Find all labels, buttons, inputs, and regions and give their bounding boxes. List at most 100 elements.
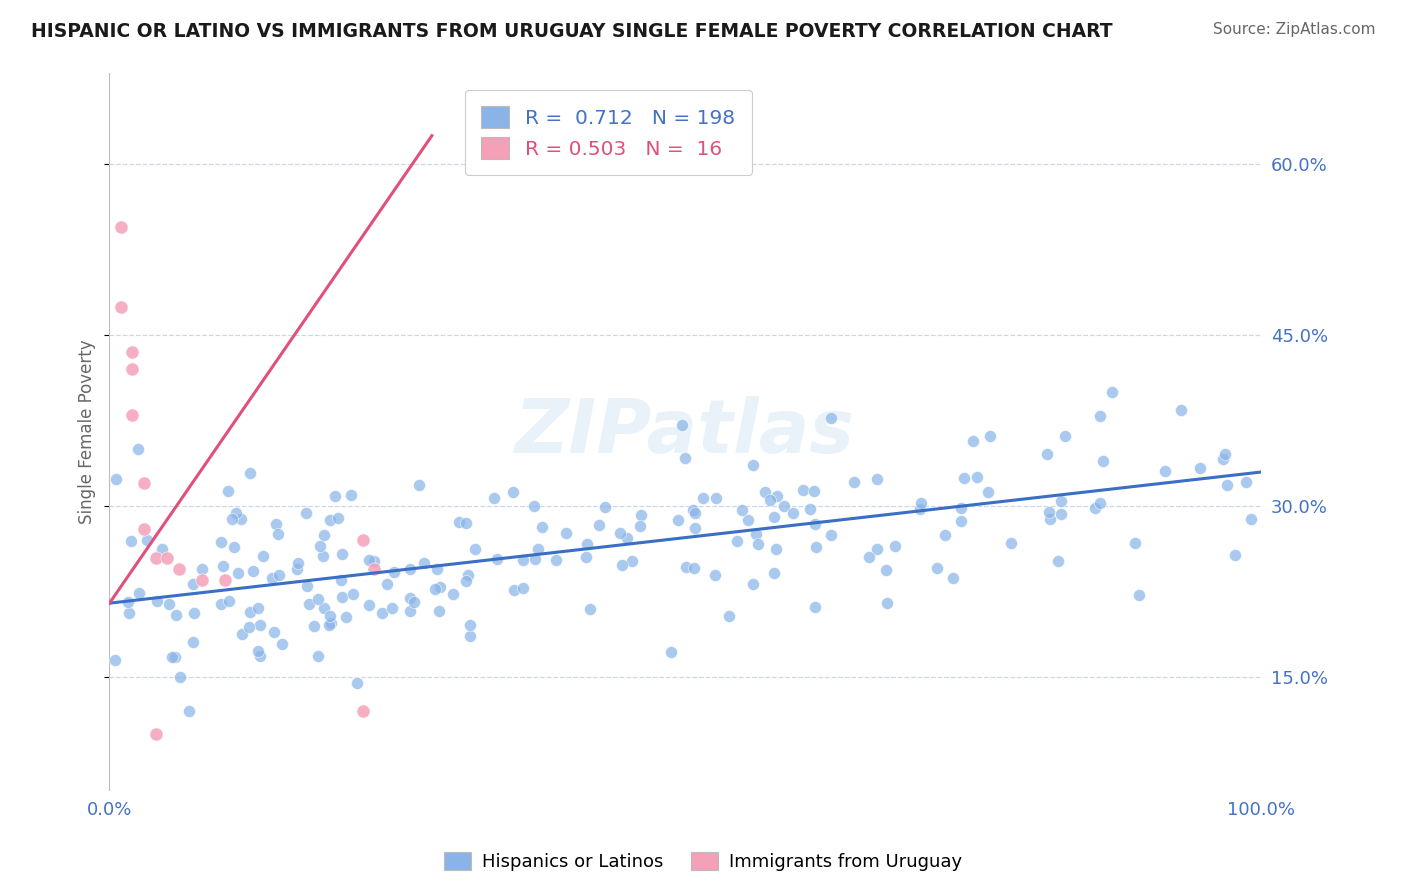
- Point: [762, 510, 785, 524]
- Point: [222, 540, 245, 554]
- Point: [745, 526, 768, 541]
- Point: [398, 562, 420, 576]
- Point: [335, 610, 357, 624]
- Point: [408, 478, 430, 492]
- Point: [228, 566, 250, 581]
- Point: [523, 500, 546, 514]
- Point: [342, 587, 364, 601]
- Point: [456, 516, 478, 530]
- Point: [231, 627, 253, 641]
- Point: [190, 574, 212, 588]
- Point: [842, 475, 865, 490]
- Point: [319, 513, 342, 527]
- Point: [820, 410, 842, 425]
- Point: [527, 541, 550, 556]
- Point: [950, 500, 973, 515]
- Point: [1084, 501, 1107, 516]
- Point: [512, 552, 534, 566]
- Point: [104, 653, 127, 667]
- Point: [167, 562, 190, 576]
- Point: [298, 597, 321, 611]
- Point: [429, 580, 451, 594]
- Point: [1101, 385, 1123, 400]
- Point: [295, 506, 318, 520]
- Point: [319, 615, 342, 630]
- Point: [157, 597, 180, 611]
- Point: [287, 556, 309, 570]
- Point: [820, 528, 842, 542]
- Point: [136, 533, 159, 547]
- Point: [120, 533, 142, 548]
- Point: [979, 429, 1001, 443]
- Point: [934, 528, 956, 542]
- Point: [1039, 511, 1062, 525]
- Point: [214, 574, 236, 588]
- Point: [221, 512, 243, 526]
- Point: [966, 470, 988, 484]
- Point: [326, 511, 349, 525]
- Point: [179, 705, 201, 719]
- Point: [190, 562, 212, 576]
- Point: [766, 489, 789, 503]
- Point: [876, 596, 898, 610]
- Point: [307, 648, 329, 663]
- Point: [578, 602, 600, 616]
- Point: [427, 604, 450, 618]
- Point: [546, 553, 568, 567]
- Point: [671, 417, 693, 432]
- Point: [620, 554, 643, 568]
- Point: [1170, 403, 1192, 417]
- Point: [330, 573, 353, 587]
- Point: [609, 525, 631, 540]
- Point: [858, 549, 880, 564]
- Point: [799, 502, 821, 516]
- Point: [742, 576, 765, 591]
- Point: [512, 581, 534, 595]
- Point: [942, 571, 965, 585]
- Point: [704, 491, 727, 505]
- Point: [456, 574, 478, 588]
- Point: [169, 670, 191, 684]
- Point: [804, 517, 827, 532]
- Point: [628, 519, 651, 533]
- Point: [742, 458, 765, 472]
- Point: [413, 556, 436, 570]
- Point: [218, 594, 240, 608]
- Point: [404, 595, 426, 609]
- Point: [297, 579, 319, 593]
- Point: [242, 564, 264, 578]
- Point: [588, 518, 610, 533]
- Point: [121, 408, 143, 422]
- Point: [630, 508, 652, 522]
- Point: [925, 561, 948, 575]
- Point: [1188, 461, 1211, 475]
- Text: Source: ZipAtlas.com: Source: ZipAtlas.com: [1212, 22, 1375, 37]
- Point: [441, 586, 464, 600]
- Point: [949, 514, 972, 528]
- Point: [285, 562, 308, 576]
- Point: [612, 558, 634, 572]
- Point: [156, 550, 179, 565]
- Point: [731, 503, 754, 517]
- Point: [312, 528, 335, 542]
- Point: [574, 549, 596, 564]
- Point: [503, 583, 526, 598]
- Point: [747, 537, 769, 551]
- Text: HISPANIC OR LATINO VS IMMIGRANTS FROM URUGUAY SINGLE FEMALE POVERTY CORRELATION : HISPANIC OR LATINO VS IMMIGRANTS FROM UR…: [31, 22, 1112, 41]
- Point: [352, 705, 374, 719]
- Point: [1000, 536, 1022, 550]
- Point: [308, 540, 330, 554]
- Point: [502, 485, 524, 500]
- Point: [211, 535, 233, 549]
- Point: [330, 590, 353, 604]
- Point: [271, 637, 294, 651]
- Point: [593, 500, 616, 515]
- Point: [725, 534, 748, 549]
- Point: [457, 568, 479, 582]
- Point: [399, 591, 422, 606]
- Point: [555, 525, 578, 540]
- Point: [773, 499, 796, 513]
- Point: [323, 490, 346, 504]
- Point: [1046, 554, 1069, 568]
- Point: [163, 650, 186, 665]
